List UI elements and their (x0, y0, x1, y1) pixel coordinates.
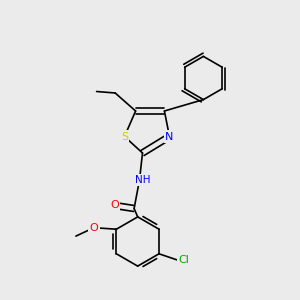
Text: S: S (121, 131, 128, 142)
Text: O: O (89, 223, 98, 233)
Text: Cl: Cl (178, 255, 189, 266)
Text: NH: NH (135, 175, 150, 185)
Text: O: O (110, 200, 119, 211)
Text: N: N (165, 131, 174, 142)
